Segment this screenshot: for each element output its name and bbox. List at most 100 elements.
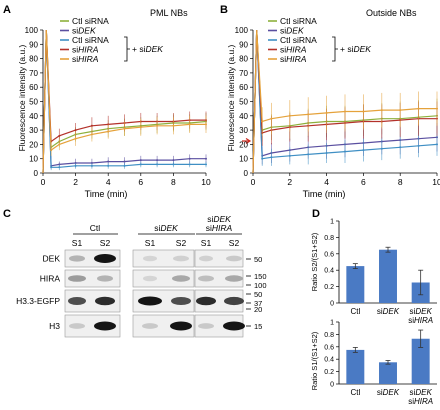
chart-a-xlabel: Time (min) [85,189,128,199]
chart-b-x-tick-label: 2 [287,177,292,187]
blot-band [68,297,86,305]
chart-a-y-tick-label: 90 [29,40,38,49]
chart-b-y-tick-label: 70 [239,69,248,78]
chart-d2-x-tick-label: siDEK [377,388,400,397]
chart-b-x-tick-label: 6 [361,177,366,187]
chart-d2-ylabel: Ratio S1/(S1+S2) [310,331,319,390]
chart-a-ylabel: Fluorescence intensity (a.u.) [17,44,27,151]
chart-b-legend-bracket-label: + siDEK [340,44,371,54]
blot-band [171,297,191,305]
blot-band [224,296,244,306]
chart-a-x-tick-label: 10 [201,177,211,187]
blot-band [138,296,162,306]
blot-band [69,323,85,329]
marker-label: 37 [254,299,262,308]
chart-a-y-tick-label: 0 [34,169,39,178]
chart-d1-y-tick-label: 0.8 [324,235,334,242]
blot-band [225,275,243,282]
chart-a-legend-label: Ctl siRNA [72,35,109,45]
chart-b-y-tick-label: 10 [239,155,248,164]
chart-b-legend-label: siHIRA [280,45,307,55]
group-label-ctl: Ctl [90,223,101,233]
group-label-sidek-2: siDEK [207,214,231,224]
chart-d1-y-tick-label: 1 [330,219,334,226]
chart-a-legend-bracket-label: + siDEK [132,44,163,54]
blot-band [94,321,116,331]
blot-row-label: DEK [43,254,61,264]
chart-a-series-line [42,29,206,174]
chart-b-y-tick-label: 60 [239,83,248,92]
chart-b-y-tick-label: 20 [239,140,248,149]
chart-d1-x-tick-label: siDEK [377,307,400,316]
marker-label: 100 [254,281,267,290]
blot-band [198,275,214,282]
chart-a-y-tick-label: 70 [29,69,38,78]
blot-band [95,296,115,306]
chart-a-title: PML NBs [150,8,188,18]
chart-b-series-line [252,29,437,174]
chart-b-x-tick-label: 8 [398,177,403,187]
chart-b-xlabel: Time (min) [303,189,346,199]
chart-b-legend-label: siHIRA [280,54,307,64]
chart-a-y-tick-label: 40 [29,112,38,121]
chart-b-y-tick-label: 0 [244,169,249,178]
chart-d1-x-tick-label: siHIRA [408,316,433,325]
chart-d2-y-tick-label: 0.6 [324,344,334,351]
blot-band [68,275,86,282]
chart-a-x-tick-label: 0 [41,177,46,187]
marker-label: 15 [254,322,262,331]
fraction-labels: S1 S2 S1 S2 S1 S2 [72,238,240,248]
chart-d2-x-tick-label: Ctl [350,388,360,397]
blot-band [223,321,245,331]
chart-d1-x-tick-label: siDEK [410,307,433,316]
fraction-label: S2 [100,238,111,248]
chart-d2-bar [346,349,365,384]
chart-d1-y-tick-label: 0 [330,301,334,308]
blot-band [94,254,116,263]
blot-strip [194,249,244,268]
chart-a-x-tick-label: 4 [106,177,111,187]
group-label-sihira: siHIRA [206,223,233,233]
chart-d1-y-tick-label: 0.4 [324,268,334,275]
fraction-label: S2 [229,238,240,248]
blot-row-label: HIRA [40,274,61,284]
chart-a-series-line [42,29,206,174]
group-label-sidek: siDEK [154,223,178,233]
blot-band [226,255,242,262]
chart-b-legend-bracket [332,36,338,62]
blot-strip [132,269,195,288]
chart-a-x-tick-label: 6 [138,177,143,187]
blot-strip [64,269,121,288]
chart-b-x-tick-label: 4 [324,177,329,187]
chart-a-legend-label: siHIRA [72,54,99,64]
chart-b-y-tick-label: 100 [235,26,249,35]
chart-b-y-tick-label: 30 [239,126,248,135]
chart-b-legend-label: siDEK [280,26,304,36]
marker-label: 50 [254,290,262,299]
blot-row-label: H3.3-EGFP [16,296,60,306]
panel-label-a: A [3,4,11,16]
panel-label-d: D [312,208,320,220]
chart-a-legend-bracket [124,36,130,62]
chart-b-y-tick-label: 50 [239,98,248,107]
red-arrow [242,137,252,145]
chart-a-y-tick-label: 10 [29,155,38,164]
chart-a-y-tick-label: 50 [29,98,38,107]
blot-band [170,321,192,331]
chart-d1-x-tick-label: Ctl [350,307,360,316]
chart-d1-bar [379,249,397,303]
blot-band [199,255,213,262]
chart-b-ylabel: Fluorescence intensity (a.u.) [226,44,236,151]
chart-a-y-tick-label: 100 [25,26,39,35]
chart-a-legend-label: siHIRA [72,45,99,55]
chart-a-legend-label: Ctl siRNA [72,16,109,26]
blot-band [143,255,157,262]
chart-a-series-line [42,29,206,174]
